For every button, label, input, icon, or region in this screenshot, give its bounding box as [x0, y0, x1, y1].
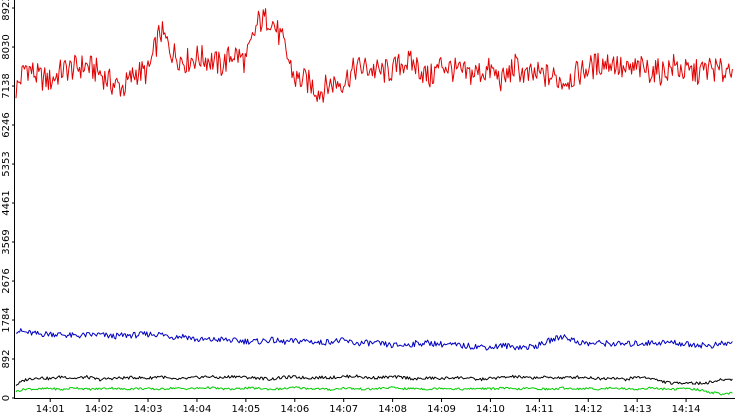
y-axis: 0 892 1784 2676 3569 4461 5353 6246 7138 8030 8923	[1, 0, 15, 401]
x-axis: 14:01 14:02 14:03 14:04 14:05 14:06 14:07 14:08…	[36, 398, 701, 415]
series-line-3	[15, 374, 733, 386]
y-tick-label: 892	[1, 349, 12, 368]
y-tick-label: 2676	[1, 268, 12, 293]
x-tick-label: 14:13	[623, 404, 652, 415]
x-tick-label: 14:05	[231, 404, 260, 415]
x-tick-label: 14:08	[378, 404, 407, 415]
y-tick-label: 3569	[1, 229, 12, 254]
y-tick-label: 7138	[1, 73, 12, 98]
x-tick-label: 14:14	[672, 404, 701, 415]
y-tick-label: 4461	[1, 190, 12, 215]
x-tick-label: 14:11	[525, 404, 554, 415]
y-tick-label: 8030	[1, 34, 12, 59]
x-tick-label: 14:10	[476, 404, 505, 415]
x-tick-label: 14:07	[329, 404, 358, 415]
x-tick-label: 14:01	[36, 404, 65, 415]
x-tick-label: 14:03	[134, 404, 163, 415]
y-tick-label: 6246	[1, 112, 12, 137]
x-tick-label: 14:12	[574, 404, 603, 415]
x-tick-label: 14:06	[280, 404, 309, 415]
series-line-2	[16, 328, 733, 351]
series-line-4	[15, 386, 733, 396]
y-tick-label: 0	[1, 395, 12, 401]
x-tick-label: 14:04	[183, 404, 212, 415]
y-tick-label: 5353	[1, 151, 12, 176]
x-tick-label: 14:09	[427, 404, 456, 415]
y-tick-label: 1784	[1, 307, 12, 332]
series-line-1	[15, 8, 733, 103]
y-tick-label: 8923	[1, 0, 12, 21]
series-layer	[15, 8, 733, 396]
x-tick-label: 14:02	[85, 404, 114, 415]
